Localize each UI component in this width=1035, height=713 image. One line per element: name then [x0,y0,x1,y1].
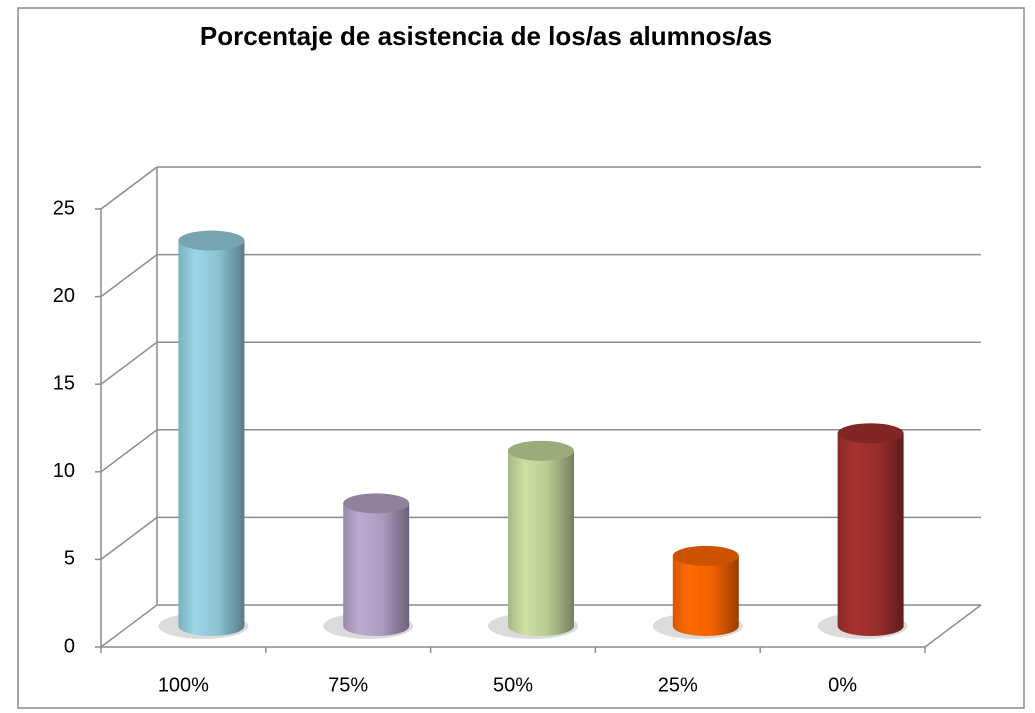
grid-line [100,166,158,210]
bar [178,240,245,636]
y-tick-label: 15 [53,372,75,394]
chart-title: Porcentaje de asistencia de los/as alumn… [200,21,772,51]
y-tick-label: 20 [53,285,75,307]
bar-top [672,545,739,566]
x-tick-label: 25% [658,674,698,696]
grid-line [100,254,158,298]
bar-top [343,493,410,514]
y-tick-label: 5 [64,548,75,570]
floor-edge [924,604,982,648]
bar [343,503,410,636]
x-tick-label: 100% [158,674,209,696]
grid-line [100,429,158,473]
x-tick-label: 0% [828,674,857,696]
x-tick-label: 50% [493,674,533,696]
bar [837,433,904,636]
bar [508,450,574,636]
grid-line [100,341,158,385]
grid-line [100,604,158,648]
bar-top [837,423,904,444]
bar-top [178,230,245,251]
bar-top [508,440,574,461]
y-tick-label: 25 [53,197,75,219]
y-tick-label: 0 [64,635,75,657]
grid-line [100,516,158,561]
x-tick-label: 75% [328,674,368,696]
y-tick-label: 10 [53,460,75,482]
bar [672,555,739,636]
